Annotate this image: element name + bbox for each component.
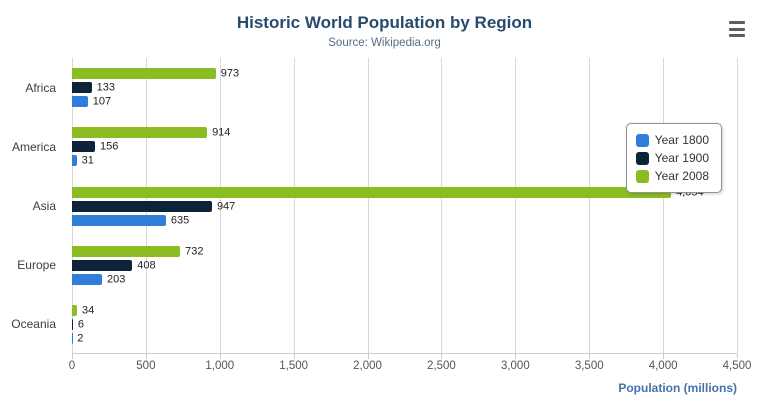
x-tick-label: 1,000: [205, 360, 235, 372]
axis-tick: [145, 354, 147, 359]
bar-year-1800-europe[interactable]: [72, 273, 102, 285]
legend-item-year-1900[interactable]: Year 1900: [635, 149, 709, 167]
x-axis-labels: 0 500 1,000 1,500 2,000 2,500 3,000 3,500 4,000 4…: [68, 360, 752, 374]
legend-swatch-year-1800: [635, 133, 649, 147]
gridline: [737, 58, 738, 353]
x-tick-label: 1,500: [279, 360, 309, 372]
legend-swatch-year-2008: [635, 169, 649, 183]
bar-year-2008-europe[interactable]: [72, 245, 181, 257]
x-tick-label: 2,500: [427, 360, 456, 372]
category-label-europe: Europe: [17, 258, 56, 273]
bar-year-1800-america[interactable]: [72, 155, 77, 167]
bar-value-label: 635: [170, 214, 190, 226]
bar-year-2008-africa[interactable]: [72, 68, 216, 80]
legend-item-year-1800[interactable]: Year 1800: [635, 131, 709, 149]
gridline: [293, 58, 295, 353]
axis-tick: [441, 354, 443, 359]
gridline: [441, 58, 443, 353]
category-label-asia: Asia: [32, 198, 56, 213]
category-label-oceania: Oceania: [11, 317, 56, 332]
x-tick-label: 4,500: [722, 360, 752, 372]
bar-value-label: 408: [137, 259, 156, 272]
axis-tick: [367, 354, 369, 359]
bar-value-label: 34: [82, 304, 95, 317]
plot-area: 973133107914156314,054947635732408203346…: [72, 58, 738, 359]
legend-label: Year 1900: [654, 151, 709, 165]
chart-title: Historic World Population by Region: [236, 13, 533, 32]
category-label-africa: Africa: [25, 80, 56, 95]
bar-year-2008-asia[interactable]: [72, 186, 672, 198]
chart-subtitle: Source: Wikipedia.org: [328, 37, 441, 49]
bar-value-label: 2: [77, 332, 84, 345]
gridline: [515, 58, 517, 353]
bar-year-1800-africa[interactable]: [72, 96, 88, 108]
bar-value-label: 732: [185, 245, 204, 258]
legend-label: Year 2008: [654, 169, 709, 183]
bar-year-1900-america[interactable]: [72, 141, 96, 153]
axis-tick: [219, 354, 221, 359]
legend-label: Year 1800: [654, 133, 709, 147]
bar-value-label: 947: [216, 200, 236, 212]
bar-year-1900-oceania[interactable]: [72, 318, 73, 330]
bar-value-label: 156: [100, 140, 119, 153]
menu-bar: [729, 34, 745, 37]
legend-swatch-year-1900: [635, 151, 649, 165]
x-tick-label: 4,000: [648, 360, 678, 372]
axis-tick: [515, 354, 517, 359]
gridline: [219, 58, 221, 353]
bar-value-label: 133: [96, 81, 115, 94]
bar-value-label: 31: [81, 154, 94, 167]
bar-value-label: 973: [220, 67, 240, 80]
axis-tick: [589, 354, 591, 359]
gridline: [589, 58, 591, 353]
bar-year-2008-america[interactable]: [72, 127, 208, 139]
category-label-america: America: [11, 139, 56, 154]
axis-tick: [293, 354, 295, 359]
gridline: [367, 58, 369, 353]
axis-tick: [663, 354, 665, 359]
bar-value-label: 203: [106, 273, 126, 286]
bar-year-1900-africa[interactable]: [72, 82, 92, 94]
x-axis-title: Population (millions): [618, 381, 737, 395]
menu-bar: [729, 27, 745, 31]
y-axis-labels: Africa America Asia Europe Oceania: [0, 58, 64, 353]
x-tick-label: 3,000: [500, 360, 530, 372]
x-tick-label: 2,000: [353, 360, 382, 372]
axis-tick: [737, 354, 738, 359]
gridline: [663, 58, 665, 353]
bar-year-2008-oceania[interactable]: [72, 304, 78, 316]
bar-year-1900-europe[interactable]: [72, 259, 133, 271]
x-tick-label: 0: [68, 360, 76, 372]
legend-item-year-2008[interactable]: Year 2008: [635, 167, 709, 185]
bar-value-label: 914: [212, 126, 231, 139]
bar-year-1900-asia[interactable]: [72, 200, 212, 212]
bar-value-label: 6: [77, 318, 84, 331]
legend: Year 1800 Year 1900 Year 2008: [625, 123, 722, 193]
x-tick-label: 500: [136, 360, 156, 372]
hamburger-menu-icon[interactable]: [727, 20, 749, 38]
x-tick-label: 3,500: [574, 360, 604, 372]
axis-tick: [72, 354, 73, 359]
menu-bar: [729, 21, 745, 24]
bar-year-1800-asia[interactable]: [72, 214, 166, 226]
bar-value-label: 107: [92, 95, 112, 108]
